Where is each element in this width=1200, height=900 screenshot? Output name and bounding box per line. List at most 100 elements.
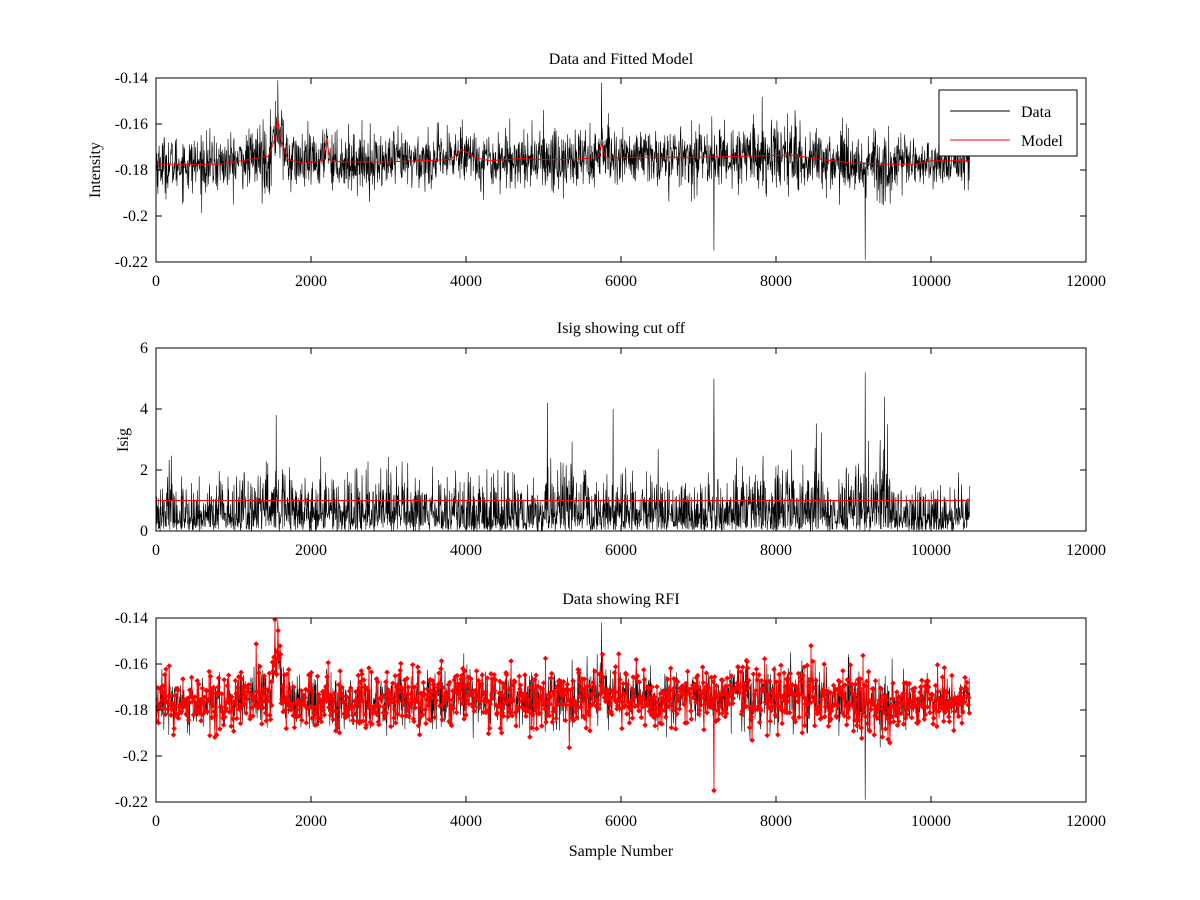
rfi-point xyxy=(198,717,204,724)
y-axis-label: Intensity xyxy=(87,142,104,198)
rfi-point xyxy=(416,731,423,738)
rfi-point xyxy=(652,722,658,729)
plot-area: 0 2000 4000 6000 8000 10000 12000 -0.22 -0.2 -0.1… xyxy=(115,610,1106,830)
rfi-point xyxy=(756,719,763,726)
rfi-point xyxy=(764,732,770,739)
rfi-point xyxy=(185,717,192,723)
x-tick-label: 2000 xyxy=(295,813,327,830)
rfi-point xyxy=(955,713,962,720)
rfi-point xyxy=(662,714,669,720)
chart-title: Data and Fitted Model xyxy=(549,51,694,68)
rfi-point xyxy=(419,712,426,718)
series-layer xyxy=(156,618,973,800)
legend: Data Model xyxy=(938,89,1078,157)
x-tick-label: 6000 xyxy=(605,273,637,290)
x-tick-label: 8000 xyxy=(760,813,792,830)
rfi-point xyxy=(692,699,699,706)
rfi-point xyxy=(959,720,965,726)
rfi-point xyxy=(562,717,569,724)
rfi-point xyxy=(399,713,405,719)
rfi-point xyxy=(436,702,443,709)
x-tick-label: 10000 xyxy=(911,273,951,290)
rfi-point xyxy=(745,685,752,691)
x-tick-label: 4000 xyxy=(450,813,482,830)
y-tick-label: -0.14 xyxy=(115,70,148,87)
plot-area: 0 2000 4000 6000 8000 10000 12000 -0.22 -0.2 -0.1… xyxy=(115,70,1106,290)
rfi-point xyxy=(189,698,196,705)
rfi-point xyxy=(882,726,889,732)
y-axis-label: Isig xyxy=(115,428,132,452)
rfi-point xyxy=(228,723,234,730)
y-tick-label: -0.2 xyxy=(123,748,148,765)
rfi-point xyxy=(321,712,328,718)
y-tick-label: -0.2 xyxy=(123,208,148,225)
rfi-point xyxy=(383,710,390,716)
x-tick-label: 4000 xyxy=(450,273,482,290)
rfi-point xyxy=(485,730,492,737)
rfi-point xyxy=(461,716,467,722)
rfi-point xyxy=(204,708,211,715)
rfi-point xyxy=(900,721,907,727)
x-tick-label: 2000 xyxy=(295,542,327,559)
x-tick-label: 10000 xyxy=(911,542,951,559)
x-tick-label: 12000 xyxy=(1066,273,1106,290)
rfi-point xyxy=(696,711,702,717)
x-tick-label: 0 xyxy=(152,273,160,290)
rfi-point xyxy=(879,734,886,740)
rfi-point xyxy=(701,726,707,733)
panel-data-showing-rfi: Data showing RFI Sample Number 0 2000 4000… xyxy=(115,591,1106,860)
panel-data-and-fitted-model: Data and Fitted Model Intensity 0 2000 400… xyxy=(87,51,1106,290)
rfi-point xyxy=(490,695,496,702)
series-line-model xyxy=(156,119,970,165)
y-tick-label: -0.14 xyxy=(115,610,148,627)
series-line-data xyxy=(156,80,971,260)
rfi-point xyxy=(423,720,429,727)
x-tick-label: 10000 xyxy=(911,813,951,830)
rfi-point xyxy=(299,717,305,724)
rfi-point xyxy=(336,729,343,736)
series-line-isig xyxy=(156,372,971,531)
x-tick-label: 4000 xyxy=(450,542,482,559)
rfi-point xyxy=(393,720,399,726)
legend-model-label: Model xyxy=(1021,133,1063,150)
panel-isig-showing-cut-off: Isig showing cut off Isig 0 2000 4000 6000 8… xyxy=(115,320,1106,559)
x-tick-label: 12000 xyxy=(1066,542,1106,559)
plot-area: 0 2000 4000 6000 8000 10000 12000 0 2 4 6 xyxy=(140,340,1106,559)
rfi-point xyxy=(566,744,573,751)
rfi-point xyxy=(853,722,860,729)
x-tick-label: 0 xyxy=(152,813,160,830)
y-tick-label: -0.22 xyxy=(115,254,148,271)
rfi-point xyxy=(676,706,683,712)
x-axis-label: Sample Number xyxy=(569,843,674,860)
y-tick-label: 4 xyxy=(140,401,148,418)
legend-data-label: Data xyxy=(1021,104,1051,121)
rfi-point xyxy=(439,716,445,723)
rfi-point xyxy=(527,734,533,740)
rfi-point xyxy=(671,684,678,691)
rfi-point xyxy=(533,725,540,732)
rfi-point xyxy=(230,728,237,734)
x-tick-label: 12000 xyxy=(1066,813,1106,830)
x-tick-label: 8000 xyxy=(760,542,792,559)
y-tick-label: -0.18 xyxy=(115,702,148,719)
chart-title: Data showing RFI xyxy=(562,591,679,608)
legend-box xyxy=(938,89,1078,157)
rfi-point xyxy=(156,720,162,726)
y-tick-label: 2 xyxy=(140,462,148,479)
rfi-point xyxy=(360,718,367,724)
x-tick-label: 6000 xyxy=(605,813,637,830)
series-layer xyxy=(156,372,971,531)
rfi-point xyxy=(672,726,679,732)
rfi-line xyxy=(156,619,970,791)
y-tick-label: 6 xyxy=(140,340,148,357)
rfi-point xyxy=(642,722,648,728)
rfi-point xyxy=(843,722,850,728)
rfi-point xyxy=(688,716,695,722)
rfi-point xyxy=(476,704,482,711)
x-tick-label: 2000 xyxy=(295,273,327,290)
rfi-point xyxy=(821,713,828,720)
y-tick-label: -0.16 xyxy=(115,656,148,673)
x-tick-label: 6000 xyxy=(605,542,637,559)
series-layer xyxy=(156,80,971,260)
